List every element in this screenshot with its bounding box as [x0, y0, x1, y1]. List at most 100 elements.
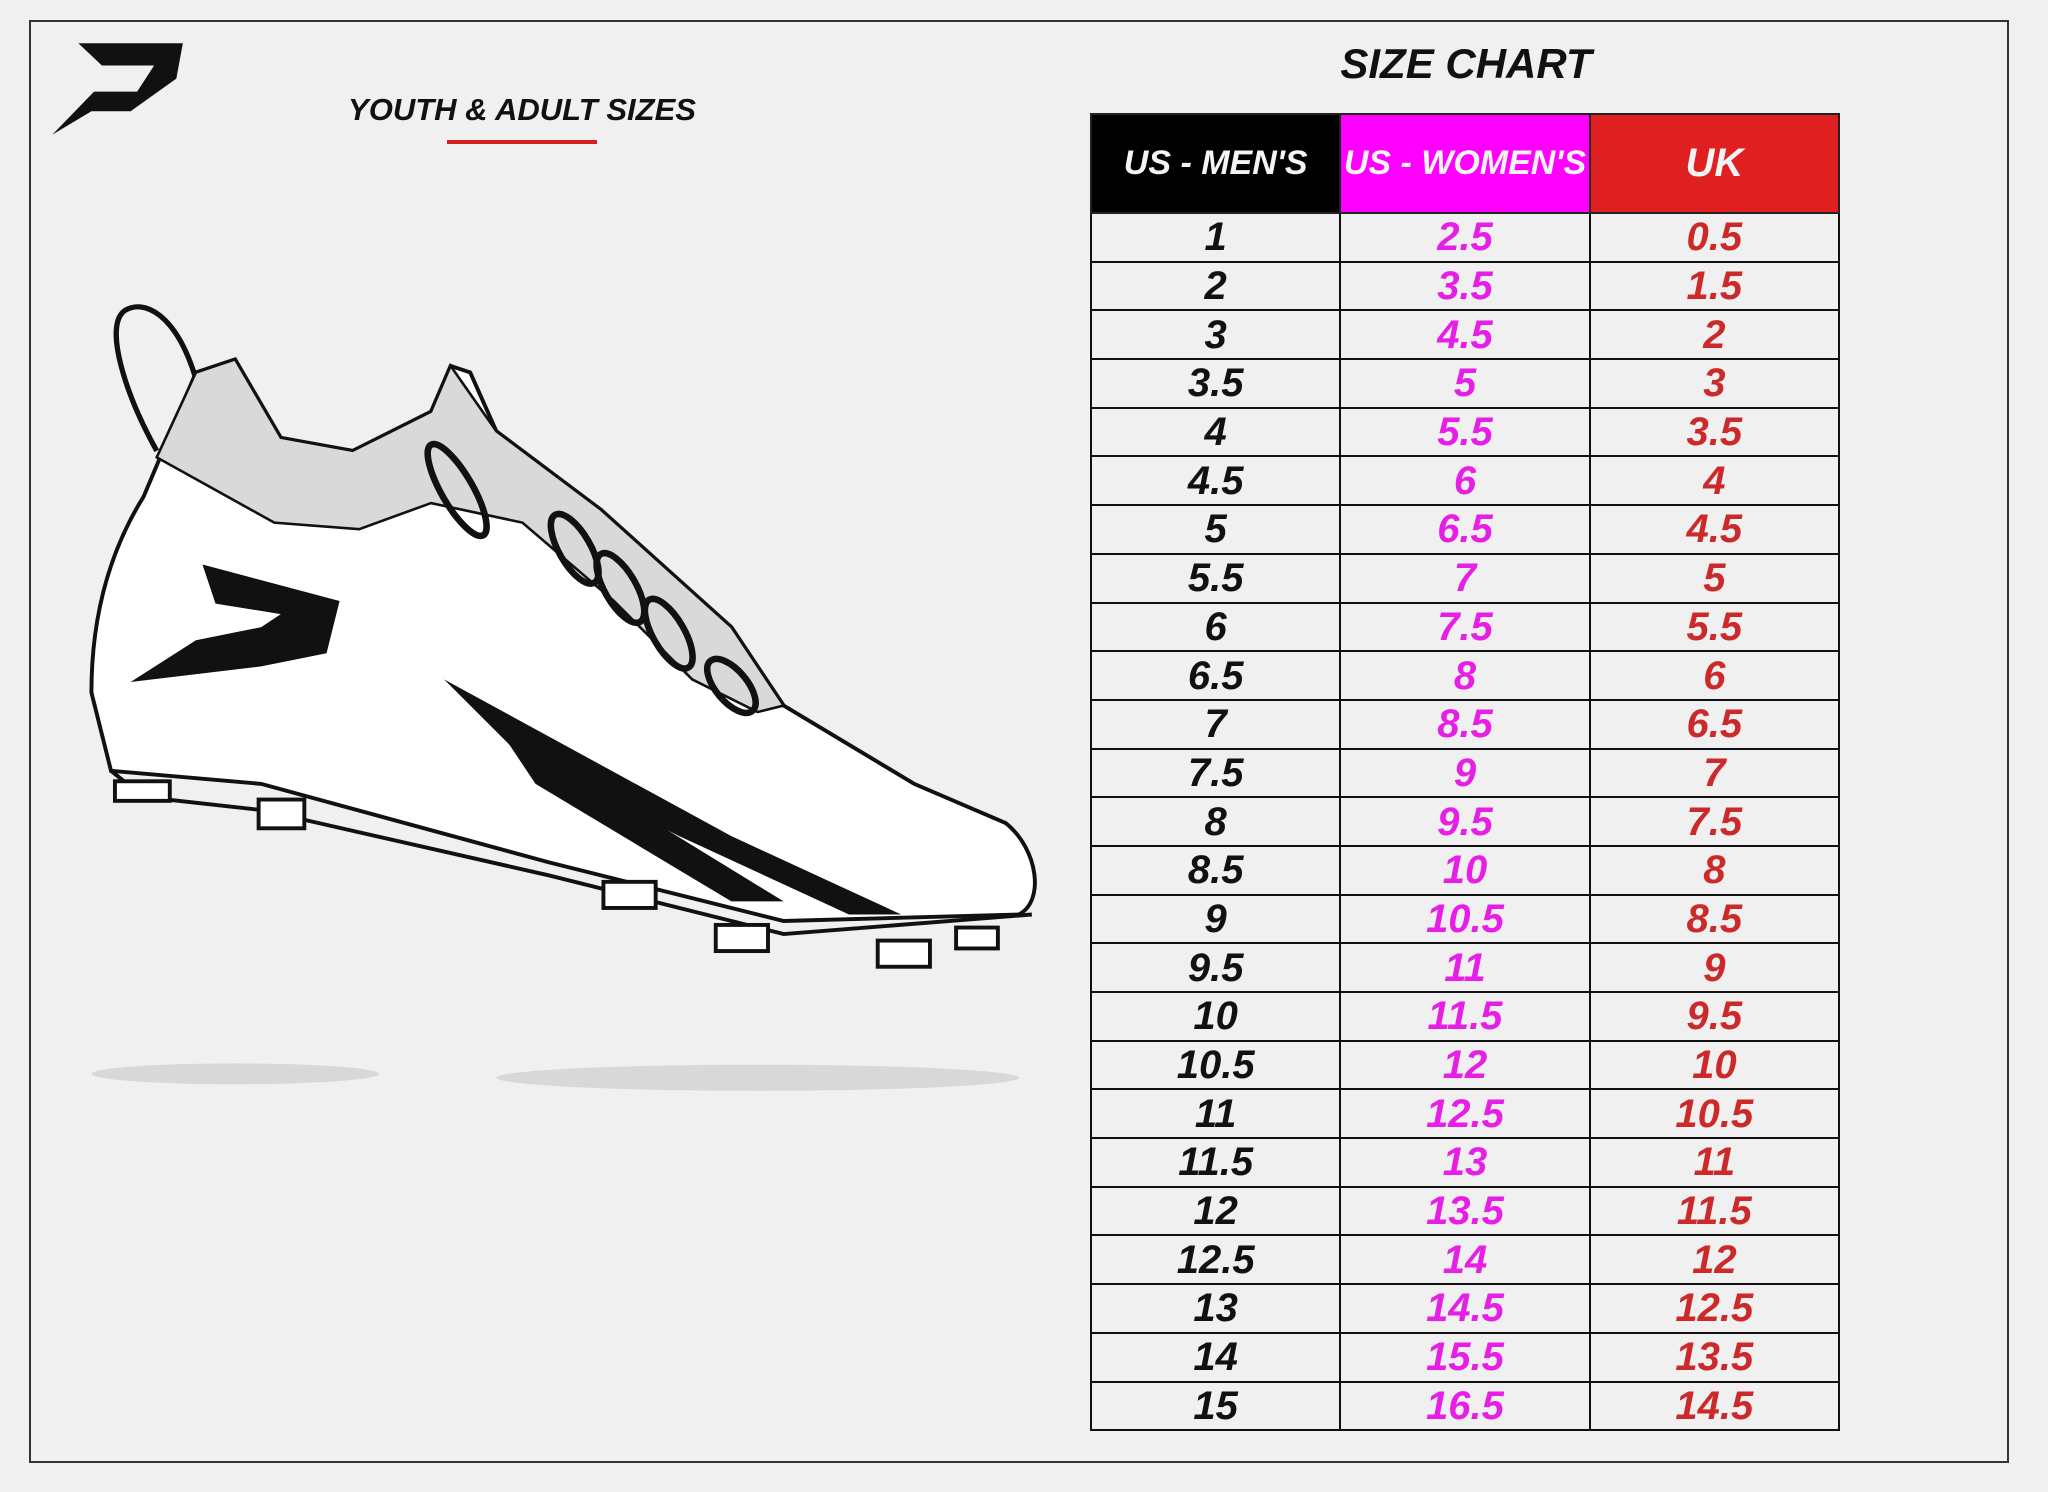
table-row: 7 8.5 6.5	[1089, 698, 1841, 750]
us-womens-cell: 10	[1339, 844, 1591, 896]
brand-logo-icon	[52, 43, 183, 135]
uk-cell: 0.5	[1588, 212, 1841, 263]
us-mens-cell: 11	[1089, 1088, 1342, 1140]
table-row: 15 16.5 14.5	[1089, 1380, 1841, 1432]
shoe-shadow	[496, 1064, 1019, 1091]
football-cleat-illustration	[89, 304, 1037, 969]
us-womens-cell: 11.5	[1339, 991, 1591, 1042]
table-row: 11 12.5 10.5	[1089, 1088, 1841, 1140]
column-header-uk: UK	[1588, 113, 1841, 214]
uk-cell: 11	[1588, 1137, 1841, 1188]
table-row: 9.5 11 9	[1089, 942, 1841, 993]
us-womens-cell: 13.5	[1339, 1185, 1591, 1237]
us-mens-cell: 2	[1089, 260, 1342, 312]
table-row: 1 2.5 0.5	[1089, 212, 1841, 263]
table-row: 4.5 6 4	[1089, 455, 1841, 507]
us-mens-cell: 4	[1089, 406, 1342, 458]
us-womens-cell: 5	[1339, 358, 1591, 409]
uk-cell: 8.5	[1588, 893, 1841, 945]
us-womens-cell: 14	[1339, 1234, 1591, 1286]
uk-cell: 10	[1588, 1039, 1841, 1091]
us-womens-cell: 6.5	[1339, 504, 1591, 555]
us-womens-cell: 5.5	[1339, 406, 1591, 458]
us-womens-cell: 12	[1339, 1039, 1591, 1091]
us-womens-cell: 7	[1339, 552, 1591, 604]
table-row: 9 10.5 8.5	[1089, 893, 1841, 945]
us-mens-cell: 10.5	[1089, 1039, 1342, 1091]
uk-cell: 7	[1588, 747, 1841, 799]
table-row: 4 5.5 3.5	[1089, 406, 1841, 458]
uk-cell: 8	[1588, 844, 1841, 896]
subtitle-underline	[447, 140, 597, 144]
page-subtitle: YOUTH & ADULT SIZES	[348, 92, 696, 127]
uk-cell: 5	[1588, 552, 1841, 604]
size-chart-table: US - MEN'S US - WOMEN'S UK 1 2.5 0.5 2 3.5 1.…	[1089, 113, 1841, 1432]
table-row: 8 9.5 7.5	[1089, 796, 1841, 847]
table-row: 14 15.5 13.5	[1089, 1331, 1841, 1383]
us-womens-cell: 13	[1339, 1137, 1591, 1188]
us-mens-cell: 1	[1089, 212, 1342, 263]
us-womens-cell: 2.5	[1339, 212, 1591, 263]
uk-cell: 1.5	[1588, 260, 1841, 312]
uk-cell: 4	[1588, 455, 1841, 507]
uk-cell: 11.5	[1588, 1185, 1841, 1237]
column-header-us-womens: US - WOMEN'S	[1339, 113, 1591, 214]
uk-cell: 13.5	[1588, 1331, 1841, 1383]
us-mens-cell: 8.5	[1089, 844, 1342, 896]
us-mens-cell: 7.5	[1089, 747, 1342, 799]
us-mens-cell: 3	[1089, 309, 1342, 361]
us-womens-cell: 15.5	[1339, 1331, 1591, 1383]
us-mens-cell: 12	[1089, 1185, 1342, 1237]
shoe-shadow	[91, 1063, 379, 1085]
us-womens-cell: 16.5	[1339, 1380, 1591, 1432]
uk-cell: 12	[1588, 1234, 1841, 1286]
us-womens-cell: 9.5	[1339, 796, 1591, 847]
table-row: 3.5 5 3	[1089, 358, 1841, 409]
table-row: 10.5 12 10	[1089, 1039, 1841, 1091]
us-mens-cell: 10	[1089, 991, 1342, 1042]
uk-cell: 5.5	[1588, 601, 1841, 653]
us-womens-cell: 10.5	[1339, 893, 1591, 945]
table-row: 13 14.5 12.5	[1089, 1283, 1841, 1334]
us-mens-cell: 5.5	[1089, 552, 1342, 604]
us-womens-cell: 6	[1339, 455, 1591, 507]
uk-cell: 6.5	[1588, 698, 1841, 750]
us-womens-cell: 7.5	[1339, 601, 1591, 653]
table-row: 12.5 14 12	[1089, 1234, 1841, 1286]
table-row: 2 3.5 1.5	[1089, 260, 1841, 312]
table-row: 5 6.5 4.5	[1089, 504, 1841, 555]
us-mens-cell: 5	[1089, 504, 1342, 555]
column-header-us-mens: US - MEN'S	[1089, 113, 1342, 214]
us-mens-cell: 4.5	[1089, 455, 1342, 507]
us-mens-cell: 11.5	[1089, 1137, 1342, 1188]
table-row: 6.5 8 6	[1089, 650, 1841, 701]
uk-cell: 3.5	[1588, 406, 1841, 458]
us-womens-cell: 11	[1339, 942, 1591, 993]
us-womens-cell: 8	[1339, 650, 1591, 701]
us-mens-cell: 8	[1089, 796, 1342, 847]
us-womens-cell: 14.5	[1339, 1283, 1591, 1334]
us-mens-cell: 6	[1089, 601, 1342, 653]
us-mens-cell: 9	[1089, 893, 1342, 945]
us-womens-cell: 9	[1339, 747, 1591, 799]
uk-cell: 2	[1588, 309, 1841, 361]
uk-cell: 10.5	[1588, 1088, 1841, 1140]
us-womens-cell: 4.5	[1339, 309, 1591, 361]
page-frame	[29, 20, 2009, 1463]
table-row: 11.5 13 11	[1089, 1137, 1841, 1188]
us-mens-cell: 14	[1089, 1331, 1342, 1383]
table-header-row: US - MEN'S US - WOMEN'S UK	[1089, 113, 1841, 214]
uk-cell: 14.5	[1588, 1380, 1841, 1432]
table-row: 3 4.5 2	[1089, 309, 1841, 361]
us-mens-cell: 9.5	[1089, 942, 1342, 993]
us-womens-cell: 3.5	[1339, 260, 1591, 312]
us-womens-cell: 8.5	[1339, 698, 1591, 750]
uk-cell: 12.5	[1588, 1283, 1841, 1334]
table-row: 6 7.5 5.5	[1089, 601, 1841, 653]
us-mens-cell: 15	[1089, 1380, 1342, 1432]
uk-cell: 6	[1588, 650, 1841, 701]
us-mens-cell: 7	[1089, 698, 1342, 750]
table-row: 12 13.5 11.5	[1089, 1185, 1841, 1237]
table-row: 10 11.5 9.5	[1089, 991, 1841, 1042]
